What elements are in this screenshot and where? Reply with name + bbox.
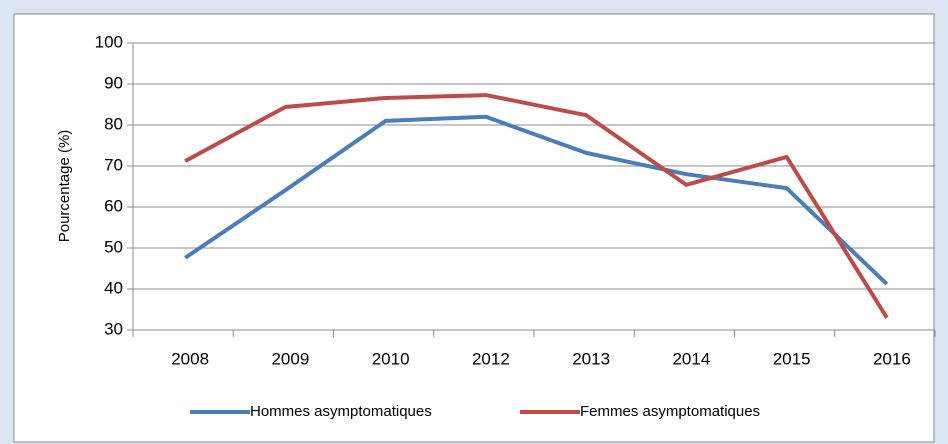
x-tick-label: 2009 [271,349,309,368]
data-line [184,93,889,319]
y-tick-label: 100 [95,32,123,51]
x-tick-label: 2010 [372,349,410,368]
y-tick-label: 30 [104,319,123,338]
chart-panel [13,13,935,443]
y-tick-label: 50 [104,237,123,256]
y-tick-label: 70 [104,155,123,174]
x-tick-label: 2012 [472,349,510,368]
legend-label: Hommes asymptomatiques [250,403,432,420]
y-tick-label: 90 [104,73,123,92]
x-tick-label: 2014 [672,349,710,368]
x-tick-label: 2008 [171,349,209,368]
y-tick-label: 40 [104,278,123,297]
y-axis-label: Pourcentage (%) [56,130,73,243]
y-tick-label: 60 [104,196,123,215]
y-tick-label: 80 [104,114,123,133]
legend-label: Femmes asymptomatiques [580,403,760,420]
data-line [184,114,889,286]
x-tick-label: 2015 [773,349,811,368]
x-tick-label: 2013 [572,349,610,368]
x-tick-label: 2016 [873,349,911,368]
